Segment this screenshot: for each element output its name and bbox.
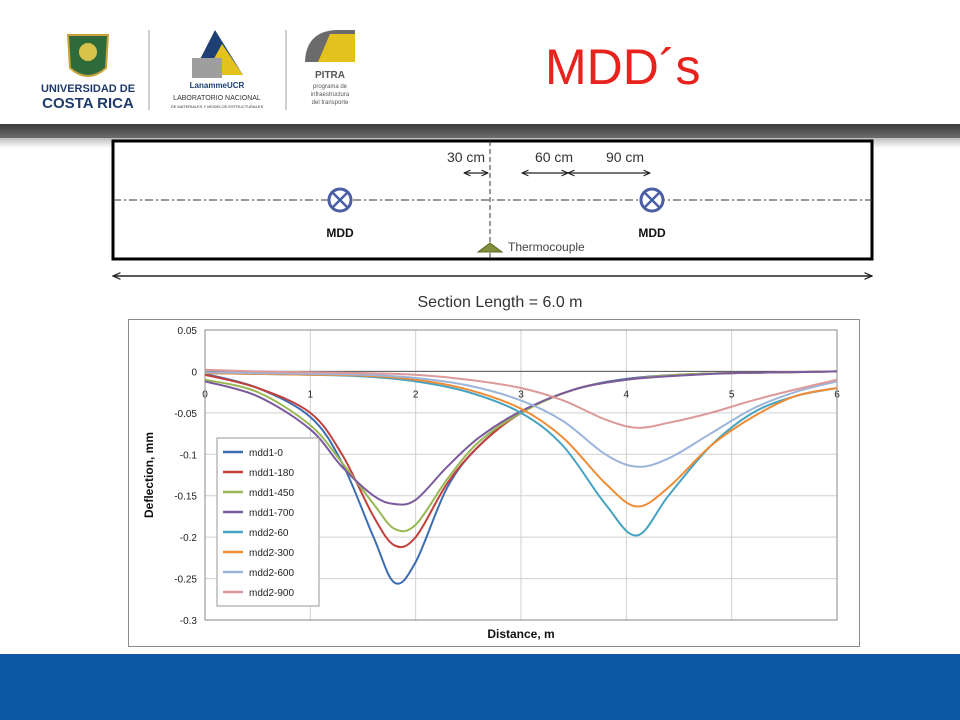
university-logo-line2: COSTA RICA <box>42 95 134 112</box>
mdd-left-label: MDD <box>326 226 354 240</box>
y-tick-label: -0.25 <box>174 575 197 586</box>
university-logo: UNIVERSIDAD DE COSTA RICA <box>41 34 135 112</box>
lanamme-logo: LanammeUCR LABORATORIO NACIONAL DE MATER… <box>171 30 264 109</box>
pitra-logo-line2: programa de <box>313 84 348 90</box>
x-tick-label: 2 <box>413 389 419 400</box>
y-axis-title: Deflection, mm <box>142 432 156 518</box>
header-divider-bar <box>0 124 960 138</box>
mdd-right-icon <box>639 187 665 213</box>
deflection-chart: 0.05 0 -0.05 -0.1 -0.15 -0.2 -0.25 -0.3 0 1 2 3 4 5 6 D… <box>128 319 860 647</box>
y-tick-label: -0.2 <box>180 533 198 544</box>
legend-label: mdd2-60 <box>249 528 289 539</box>
label-90cm: 90 cm <box>606 149 644 165</box>
x-tick-label: 4 <box>624 389 630 400</box>
y-tick-label: -0.3 <box>180 616 198 627</box>
legend-label: mdd1-450 <box>249 488 294 499</box>
label-30cm: 30 cm <box>447 149 485 165</box>
legend-label: mdd2-900 <box>249 588 294 599</box>
sensor-schematic: 30 cm 60 cm 90 cm MDD MDD Thermocouple S… <box>111 139 874 311</box>
pitra-logo-line4: del transporte <box>312 100 349 106</box>
lanamme-logo-line3: DE MATERIALES Y MODELOS ESTRUCTURALES <box>171 104 264 109</box>
y-tick-label: -0.15 <box>174 492 197 503</box>
y-tick-label: -0.05 <box>174 409 197 420</box>
x-tick-label: 5 <box>729 389 735 400</box>
slide-title: MDD´s <box>545 39 701 95</box>
section-length-label: Section Length = 6.0 m <box>418 294 583 311</box>
mdd-left-icon <box>327 187 353 213</box>
mdd-right-label: MDD <box>638 226 666 240</box>
x-axis-title: Distance, m <box>487 627 554 641</box>
series-line-mdd2-900 <box>204 368 838 429</box>
legend-label: mdd2-300 <box>249 548 294 559</box>
lanamme-logo-line2: LABORATORIO NACIONAL <box>173 95 261 102</box>
series-line-mdd2-600 <box>204 371 838 468</box>
chart-canvas: 0.050-0.05-0.1-0.15-0.2-0.25-0.30 1 2 3 4 5 6D… <box>142 326 840 641</box>
pitra-logo-line1: PITRA <box>315 70 345 81</box>
pitra-logo-line3: infraestructura <box>311 92 350 98</box>
university-logo-line1: UNIVERSIDAD DE <box>41 83 135 95</box>
legend-box <box>216 437 320 607</box>
logo-divider <box>148 30 150 110</box>
lanamme-logo-line1: LanammeUCR <box>190 81 245 90</box>
thermocouple-icon <box>476 242 504 253</box>
legend-label: mdd1-0 <box>249 448 283 459</box>
label-60cm: 60 cm <box>535 149 573 165</box>
x-tick-label: 3 <box>518 389 524 400</box>
series-line-mdd1-700 <box>204 370 838 506</box>
legend-label: mdd1-700 <box>249 508 294 519</box>
y-tick-label: -0.1 <box>180 450 198 461</box>
header-logos: UNIVERSIDAD DE COSTA RICA LanammeUCR LAB… <box>41 30 355 112</box>
footer-band <box>0 654 960 720</box>
y-tick-label: 0 <box>191 367 197 378</box>
plot-area <box>204 329 838 621</box>
pitra-logo: PITRA programa de infraestructura del tr… <box>305 30 355 106</box>
y-tick-label: 0.05 <box>178 326 198 337</box>
thermocouple-label: Thermocouple <box>508 240 585 254</box>
legend-label: mdd2-600 <box>249 568 294 579</box>
legend-label: mdd1-180 <box>249 468 294 479</box>
x-tick-label: 1 <box>308 389 314 400</box>
logo-divider-2 <box>285 30 287 110</box>
